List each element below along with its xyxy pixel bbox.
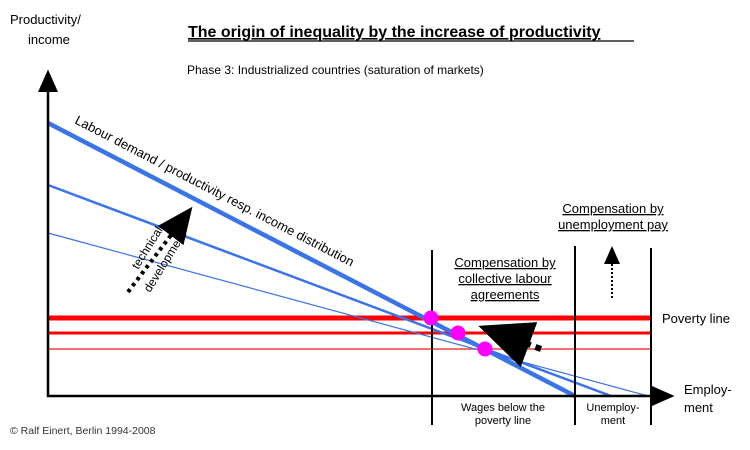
intersection-dot-2 <box>450 325 466 341</box>
x-axis-label-line1: Employ- <box>684 382 732 397</box>
x-axis-label-line2: ment <box>684 400 713 415</box>
zone-wages-line2: poverty line <box>475 415 531 427</box>
compensation-collective-line1: Compensation by <box>454 255 556 270</box>
demand-line-thin <box>47 232 649 397</box>
compensation-collective-line2: collective labour <box>458 271 552 286</box>
compensation-collective-line3: agreements <box>471 287 540 302</box>
compensation-collective-label: Compensation by collective labour agreem… <box>454 255 556 302</box>
diagram-title: The origin of inequality by the increase… <box>188 24 601 41</box>
compensation-unemployment-line2: unemployment pay <box>558 217 668 232</box>
compensation-unemployment-line1: Compensation by <box>562 201 664 216</box>
intersection-dot-3 <box>477 341 493 357</box>
zone-unemployment-line1: Unemploy- <box>586 402 640 414</box>
technical-development-arrow <box>126 206 193 294</box>
copyright: © Ralf Einert, Berlin 1994-2008 <box>10 425 156 437</box>
y-axis-label-line1: Productivity/ <box>10 12 81 27</box>
zone-unemployment-line2: ment <box>601 415 625 427</box>
poverty-line-label: Poverty line <box>662 311 730 326</box>
y-axis-label-line2: income <box>28 32 70 47</box>
collective-compensation-arrow <box>478 322 543 368</box>
zone-wages-line1: Wages below the <box>461 402 545 414</box>
curve-label: Labour demand / productivity resp. incom… <box>73 112 357 269</box>
diagram-subtitle: Phase 3: Industrialized countries (satur… <box>187 63 484 77</box>
compensation-unemployment-label: Compensation by unemployment pay <box>558 201 668 232</box>
intersection-dot-1 <box>423 310 439 326</box>
